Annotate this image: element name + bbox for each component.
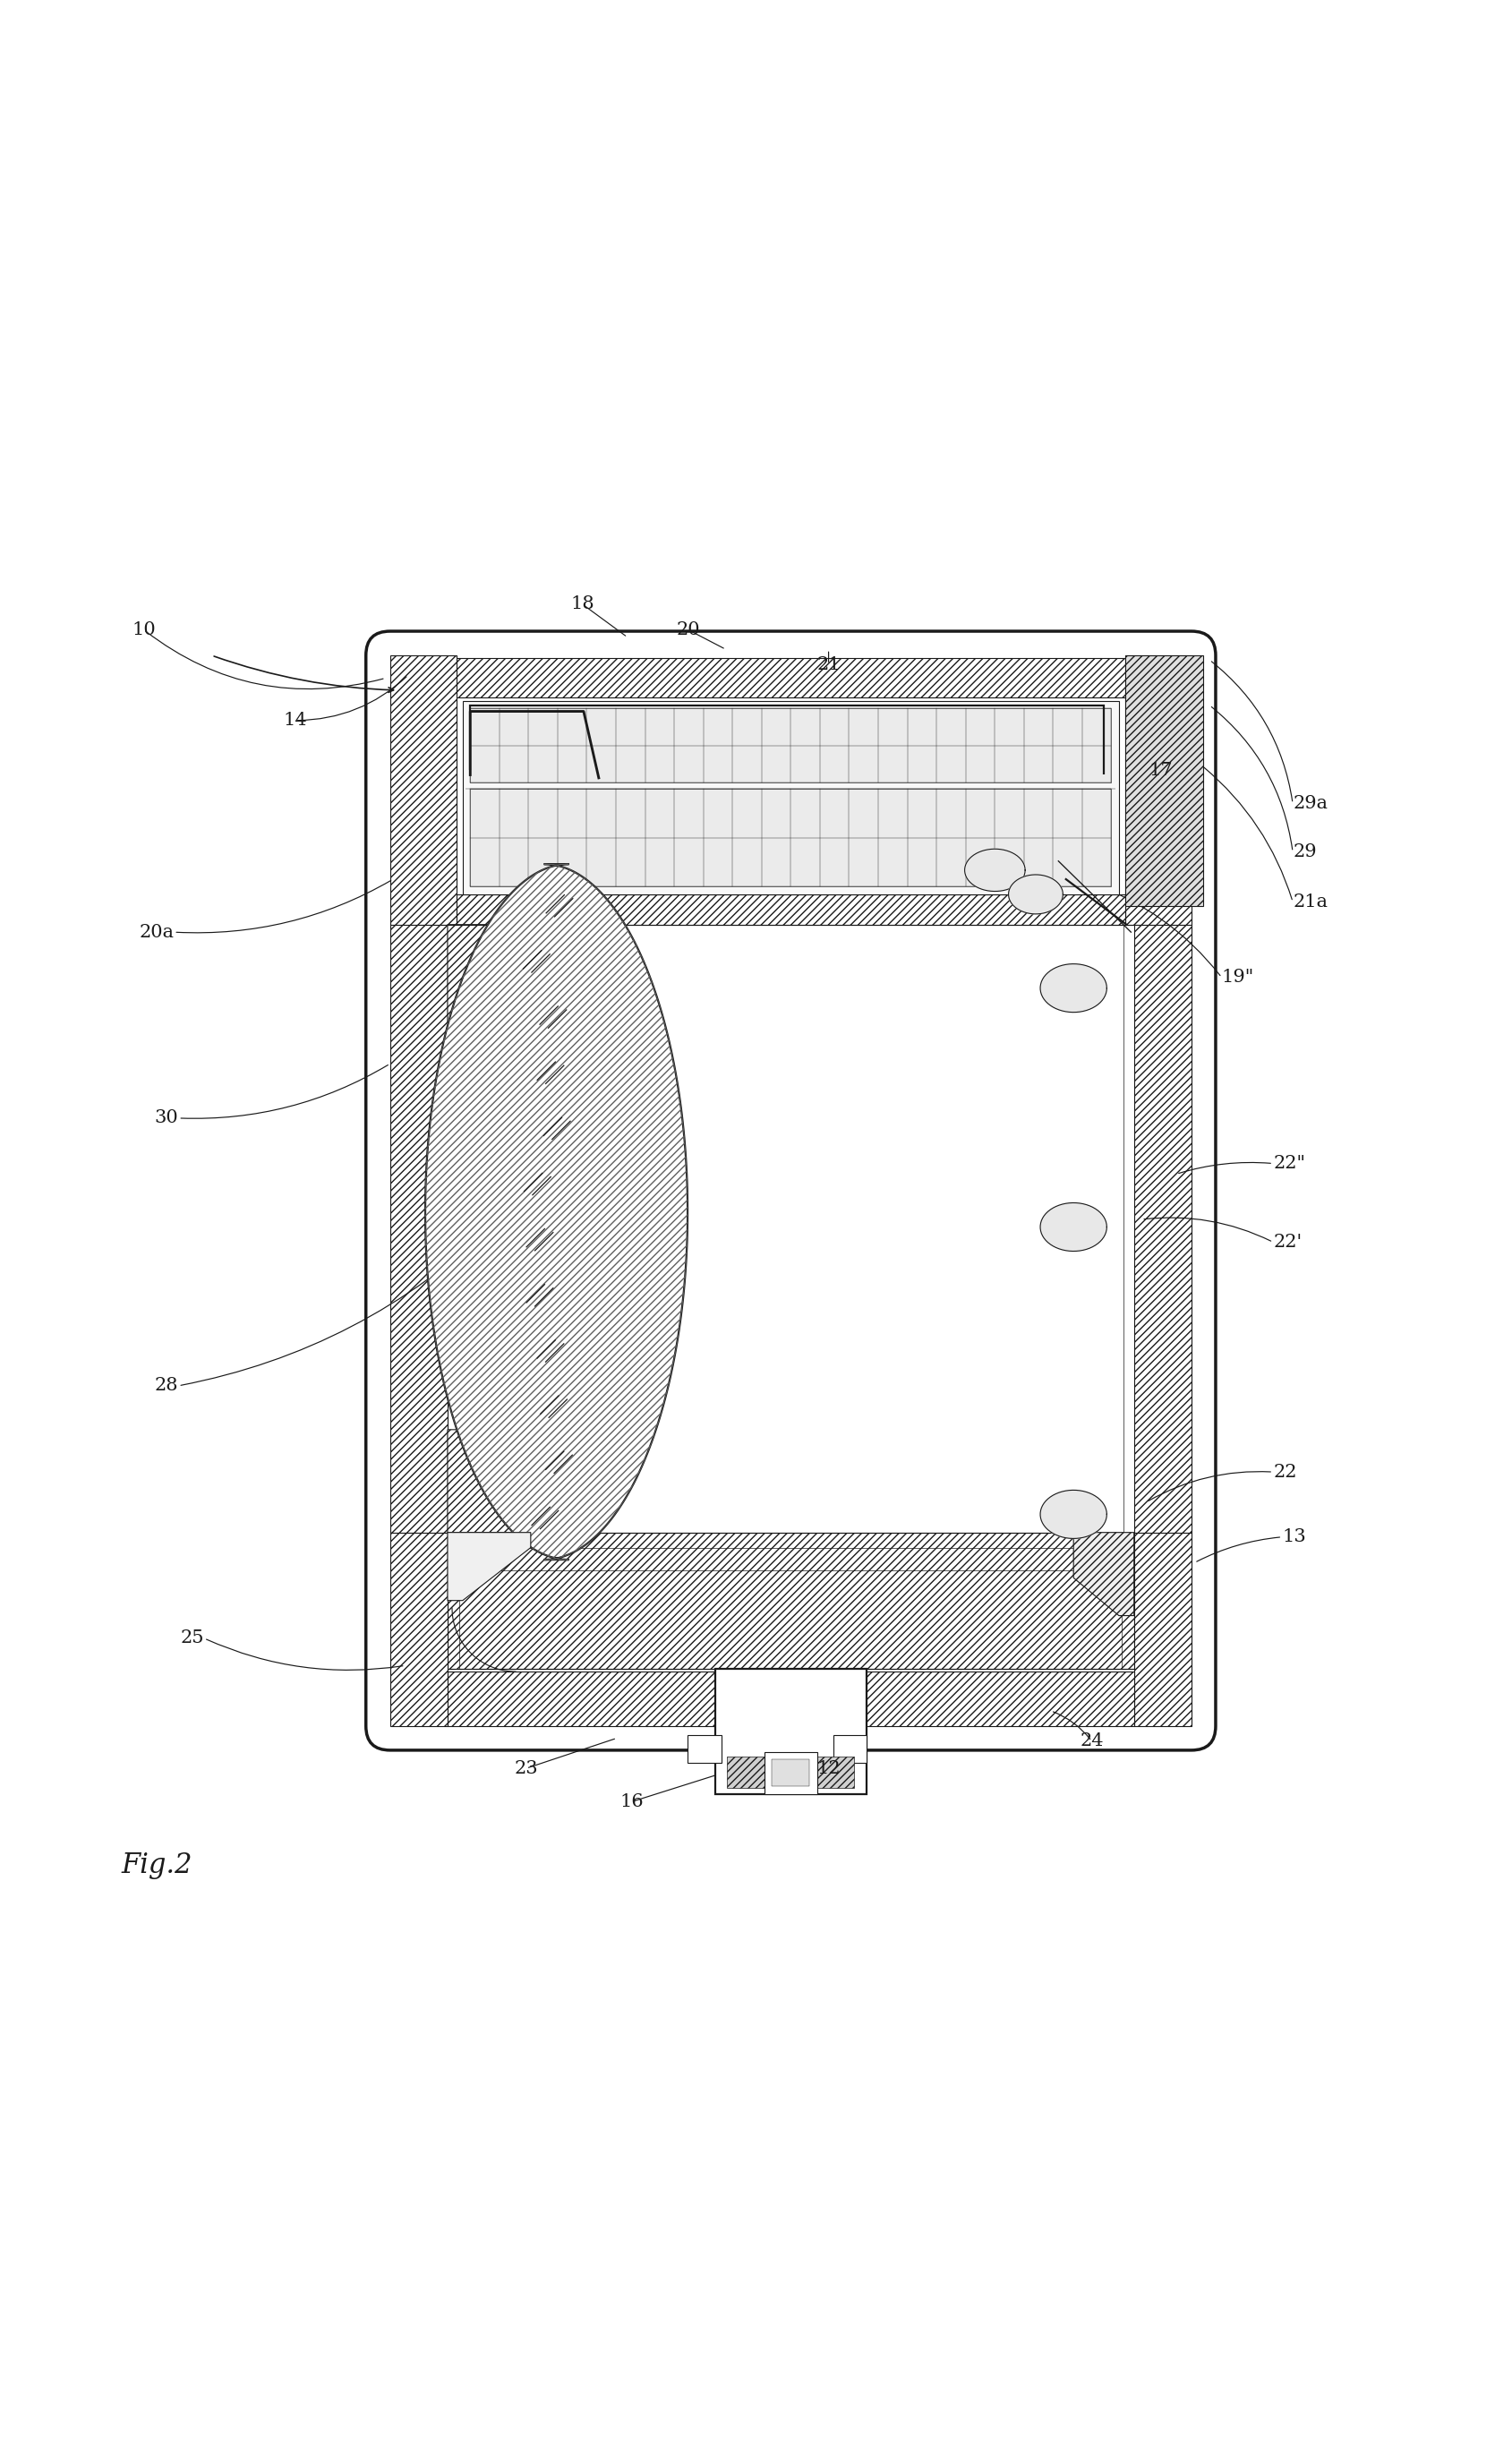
Text: 21a: 21a <box>1293 893 1328 910</box>
Text: 22": 22" <box>1273 1156 1305 1173</box>
Text: 20: 20 <box>676 621 700 638</box>
Bar <box>1125 655 1204 906</box>
Bar <box>463 702 1119 893</box>
Polygon shape <box>965 849 1025 891</box>
Text: 22': 22' <box>1273 1234 1302 1252</box>
Text: 20a: 20a <box>139 923 174 940</box>
Text: 24: 24 <box>1080 1733 1104 1750</box>
Text: 10: 10 <box>132 621 156 638</box>
Bar <box>457 893 1125 925</box>
Bar <box>773 1760 810 1787</box>
Bar <box>390 1531 448 1725</box>
Bar <box>448 1671 1134 1725</box>
Text: 29a: 29a <box>1293 795 1328 812</box>
Text: 18: 18 <box>570 596 594 614</box>
Polygon shape <box>1040 1490 1107 1539</box>
Polygon shape <box>448 925 541 1023</box>
Bar <box>727 1757 854 1789</box>
Text: 30: 30 <box>154 1109 178 1126</box>
Text: 12: 12 <box>816 1760 841 1777</box>
Text: 28: 28 <box>154 1377 178 1394</box>
Bar <box>688 1735 721 1762</box>
Polygon shape <box>1040 964 1107 1011</box>
Text: 29: 29 <box>1293 844 1317 861</box>
Polygon shape <box>1040 1202 1107 1252</box>
Bar <box>1134 925 1191 1531</box>
Text: 22: 22 <box>1273 1463 1297 1480</box>
Text: 13: 13 <box>1282 1529 1306 1546</box>
Bar <box>448 1531 1134 1669</box>
Bar <box>390 655 457 925</box>
Bar <box>715 1669 866 1794</box>
Text: 14: 14 <box>283 712 307 729</box>
Polygon shape <box>448 1531 531 1600</box>
Bar <box>390 925 448 1531</box>
Polygon shape <box>1074 1531 1134 1615</box>
Text: 19": 19" <box>1222 969 1253 987</box>
Polygon shape <box>448 1431 541 1531</box>
Text: 21: 21 <box>816 655 841 672</box>
Text: 25: 25 <box>180 1629 204 1647</box>
Bar <box>470 788 1111 886</box>
Polygon shape <box>425 864 688 1561</box>
Text: 23: 23 <box>514 1760 538 1777</box>
Polygon shape <box>1009 874 1063 913</box>
Bar <box>470 709 1111 783</box>
Bar <box>833 1735 866 1762</box>
Text: Fig.2: Fig.2 <box>121 1850 192 1880</box>
Text: 17: 17 <box>1149 761 1173 778</box>
FancyBboxPatch shape <box>366 631 1216 1750</box>
Bar <box>1125 655 1191 925</box>
Bar <box>765 1752 816 1794</box>
Text: 16: 16 <box>620 1794 644 1811</box>
Bar <box>1134 1531 1191 1725</box>
Bar <box>448 658 1134 697</box>
